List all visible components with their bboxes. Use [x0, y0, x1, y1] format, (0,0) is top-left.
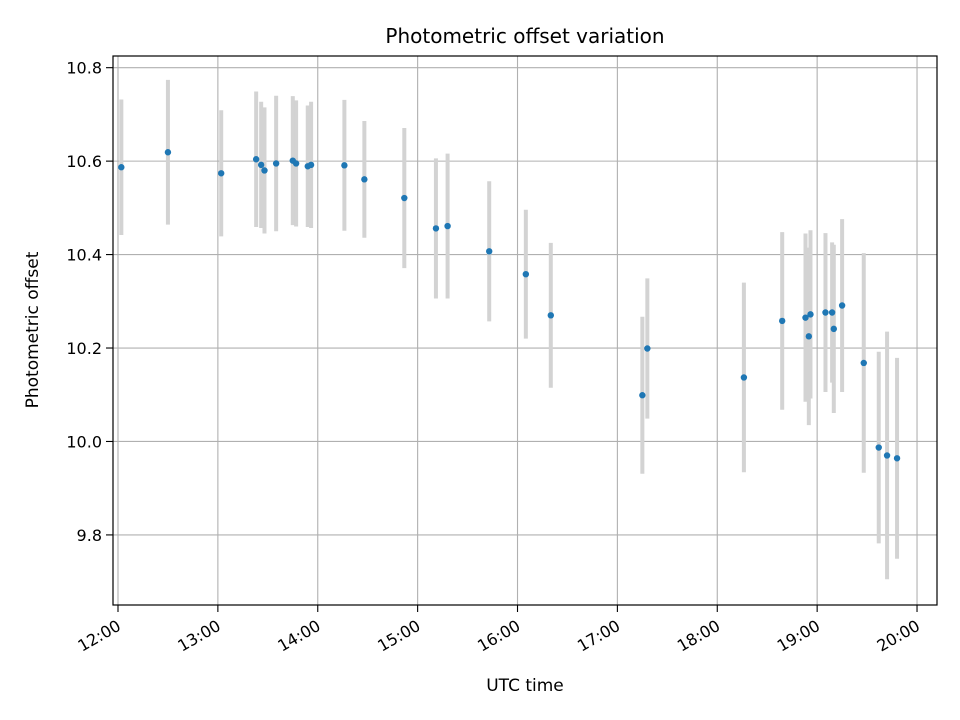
y-axis-ticks: 9.8 10.0 10.2 10.4 10.6 10.8: [66, 59, 113, 545]
y-tick-label: 10.4: [66, 246, 102, 265]
data-point: [444, 222, 451, 230]
y-tick-label: 10.0: [66, 432, 102, 451]
data-point: [740, 374, 748, 381]
data-points: [118, 149, 901, 462]
data-point: [838, 302, 846, 309]
data-point: [341, 162, 348, 169]
data-point: [830, 325, 837, 333]
data-point: [778, 317, 786, 325]
data-point: [292, 160, 300, 167]
data-point: [802, 314, 809, 321]
data-point: [883, 452, 891, 459]
data-point: [257, 161, 265, 169]
data-point: [644, 345, 651, 352]
plot-frame: [112, 55, 938, 606]
data-point: [807, 311, 814, 318]
data-point: [486, 248, 493, 255]
data-point: [547, 312, 555, 319]
y-tick-label: 10.6: [66, 152, 102, 171]
data-point: [118, 164, 125, 171]
data-point: [522, 270, 530, 278]
data-point: [822, 309, 829, 316]
data-point: [272, 160, 280, 167]
y-tick-label: 9.8: [77, 526, 102, 545]
data-point: [307, 161, 315, 169]
data-point: [639, 392, 646, 399]
data-point: [828, 309, 836, 316]
data-point: [875, 444, 882, 451]
data-point: [860, 359, 867, 367]
data-point: [361, 176, 368, 183]
data-point: [164, 149, 172, 156]
data-point: [805, 333, 813, 340]
data-point: [893, 455, 901, 462]
data-point: [261, 167, 268, 174]
chart-title: Photometric offset variation: [385, 24, 664, 48]
data-point: [218, 170, 225, 177]
data-point: [401, 194, 408, 202]
x-axis-label: UTC time: [486, 676, 564, 696]
y-tick-label: 10.2: [66, 339, 102, 358]
data-point: [432, 225, 440, 232]
y-tick-label: 10.8: [66, 59, 102, 78]
y-axis-label: Photometric offset: [23, 251, 43, 408]
data-point: [252, 156, 260, 163]
